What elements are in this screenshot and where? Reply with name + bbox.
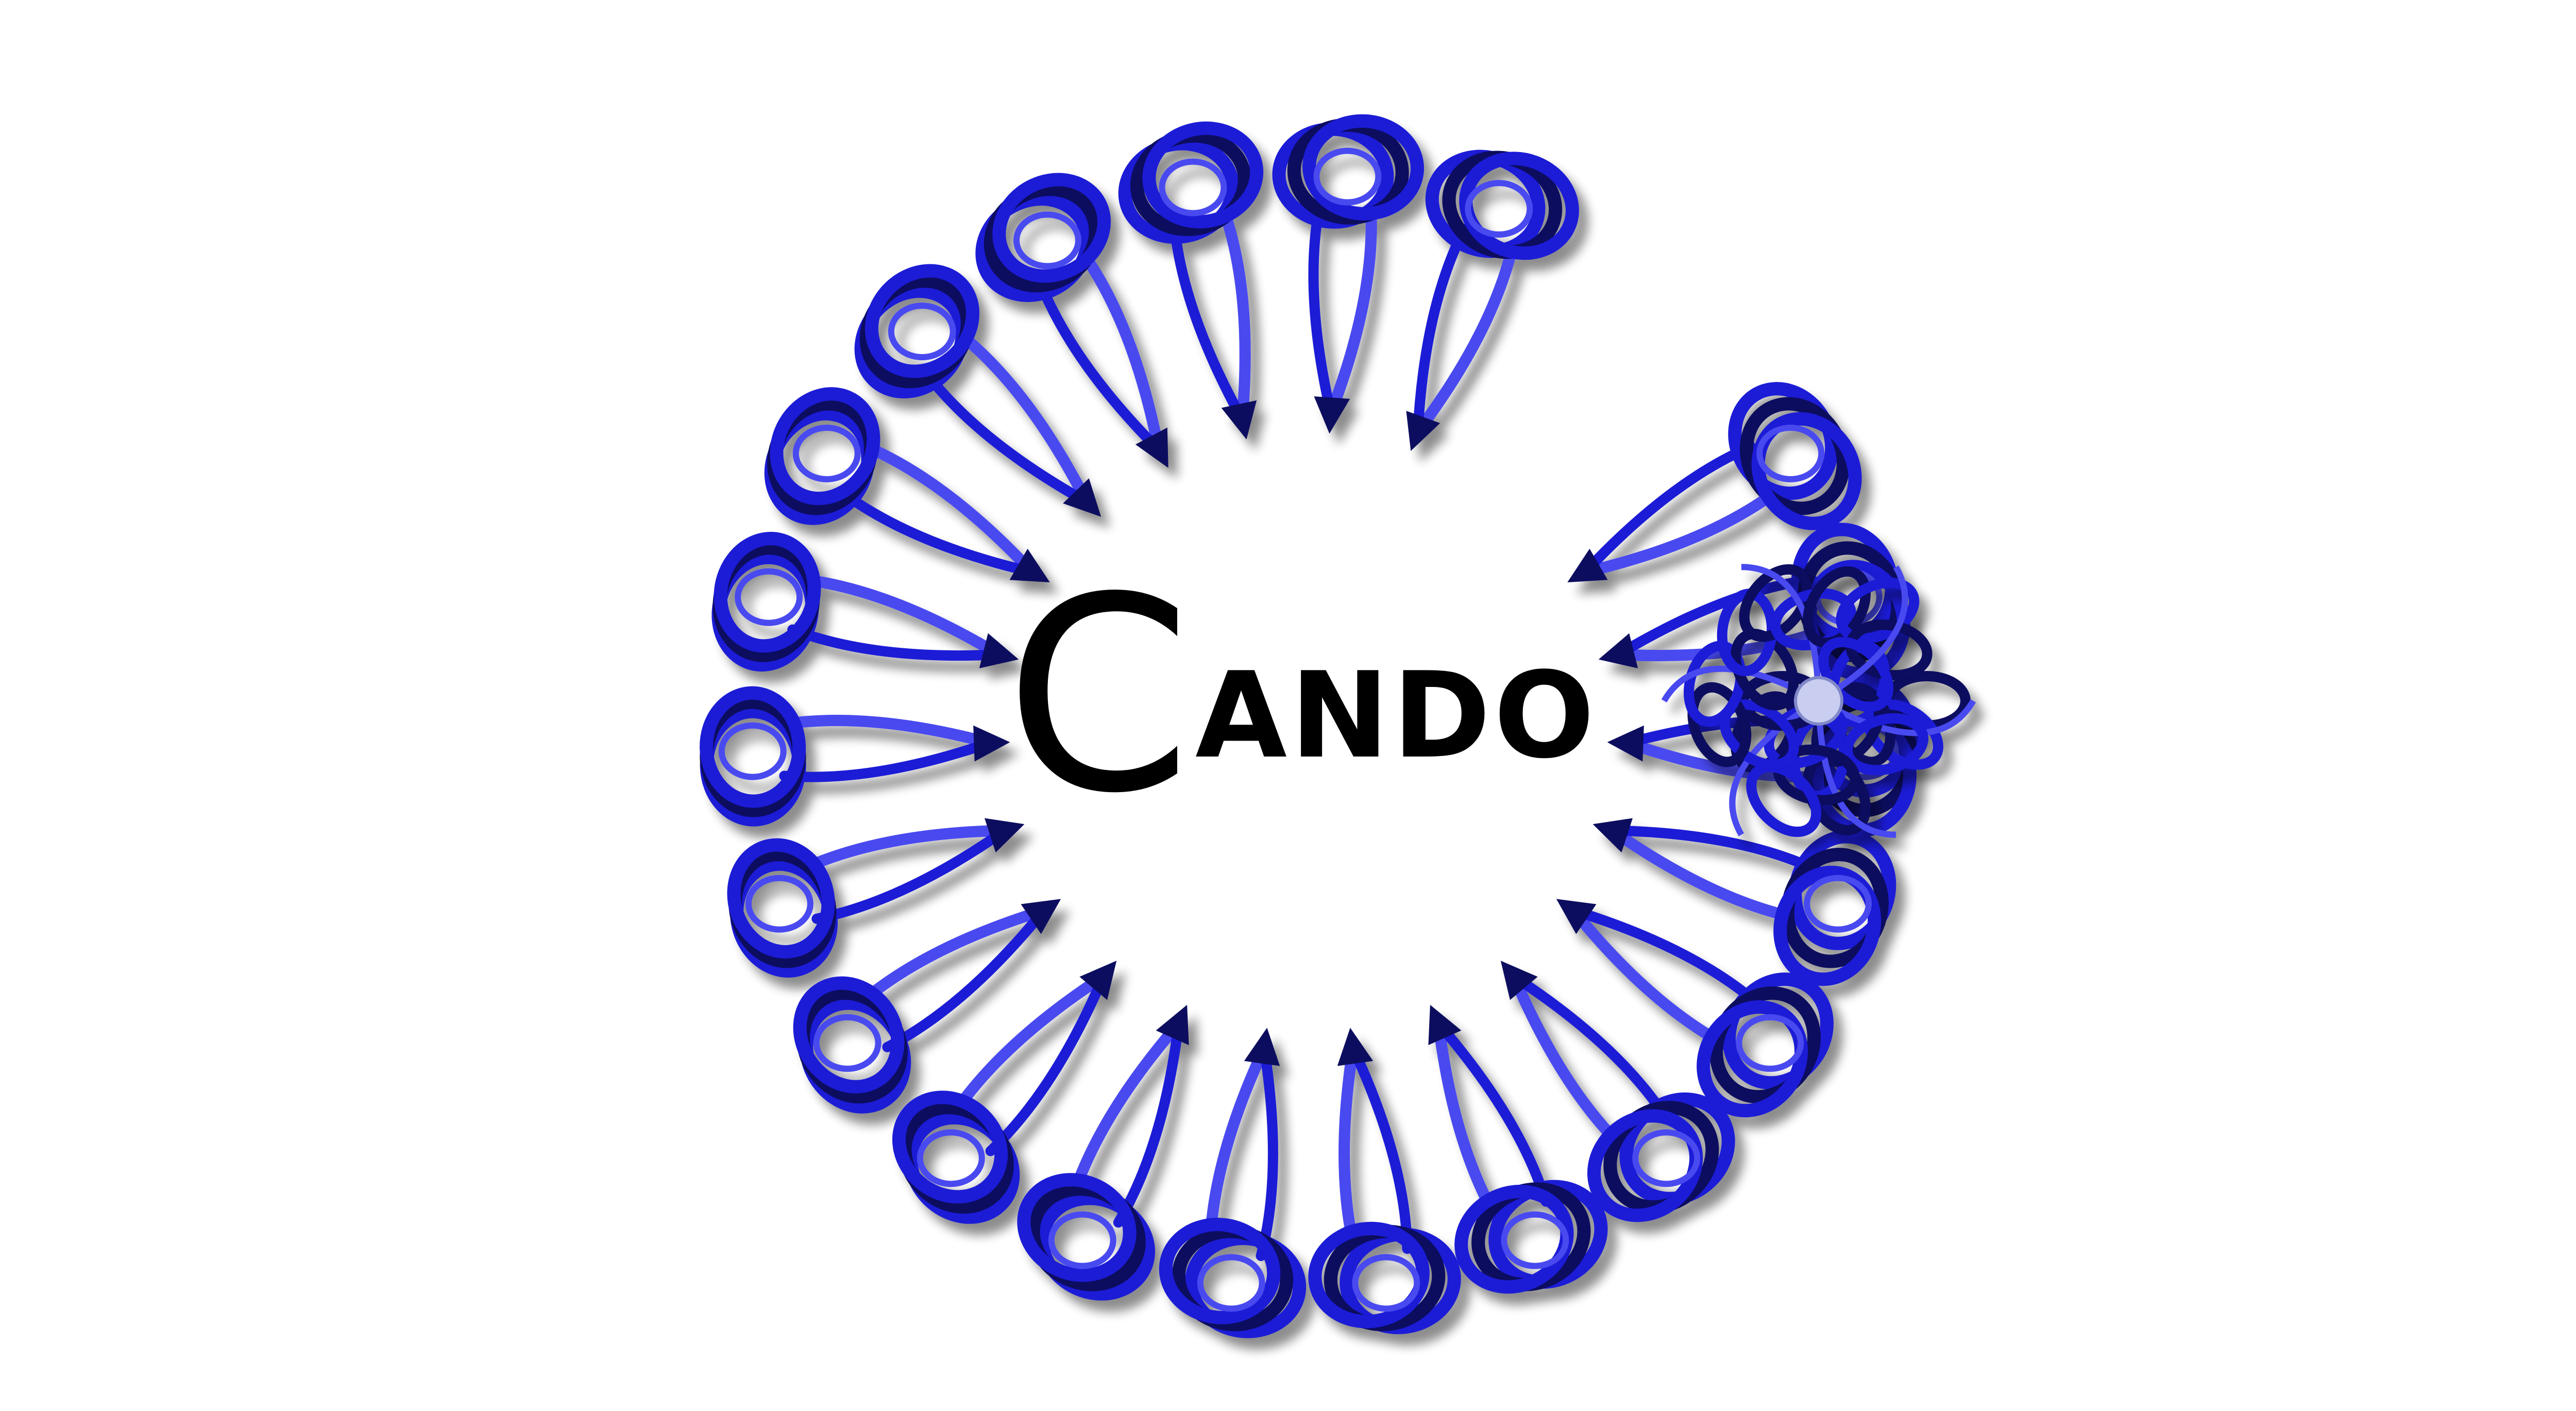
monomer-helix xyxy=(700,686,1010,827)
monomer-helix xyxy=(1272,114,1424,434)
monomer-ring xyxy=(700,114,1919,1338)
assembly-subunit xyxy=(1803,565,1933,712)
monomer-helix xyxy=(711,532,1019,672)
monomer-helix xyxy=(1159,1028,1307,1338)
hexamer-assembly xyxy=(1661,564,1976,838)
monomer-helix xyxy=(975,173,1168,468)
monomer-helix xyxy=(727,818,1025,978)
monomer-helix xyxy=(1556,899,1834,1118)
monomer-helix xyxy=(892,961,1117,1224)
monomer-helix xyxy=(1592,818,1896,986)
assembly-subunit xyxy=(1717,564,1856,711)
monomer-helix xyxy=(1118,121,1264,440)
monomer-helix xyxy=(1567,382,1862,582)
monomer-helix xyxy=(793,899,1061,1114)
monomer-helix xyxy=(1308,1028,1461,1334)
logo-letters-ando: ANDO xyxy=(1195,647,1598,785)
monomer-helix xyxy=(1428,1004,1608,1294)
assembly-core xyxy=(1794,676,1843,726)
monomer-helix xyxy=(764,387,1050,582)
logo-letter-c: C xyxy=(1005,540,1192,852)
monomer-helix xyxy=(1017,1004,1189,1301)
monomer-helix xyxy=(1500,961,1735,1222)
monomer-helix xyxy=(1406,149,1579,451)
cando-logo-text: C ANDO xyxy=(1005,562,1623,850)
monomer-helix xyxy=(854,264,1101,517)
